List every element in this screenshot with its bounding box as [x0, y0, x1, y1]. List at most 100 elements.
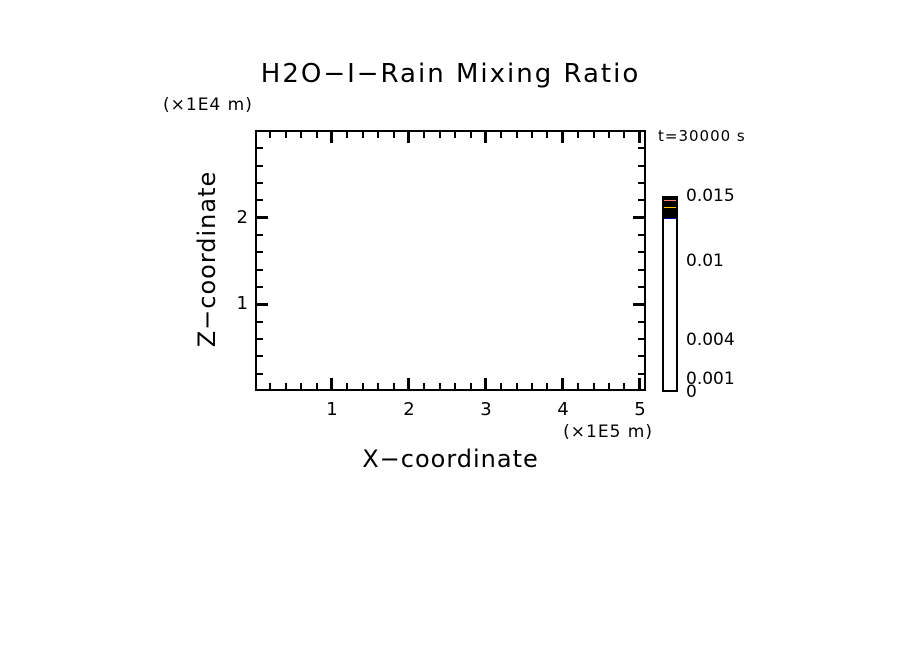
y-minor-tick [638, 286, 644, 288]
x-tick-label: 1 [326, 399, 338, 420]
colorbar-value-label: 0.01 [686, 251, 724, 271]
y-minor-tick [257, 355, 263, 357]
x-minor-tick [285, 132, 287, 138]
x-minor-tick [577, 383, 579, 389]
x-tick-label: 5 [634, 399, 646, 420]
x-major-tick [561, 378, 564, 389]
y-minor-tick [257, 182, 263, 184]
x-minor-tick [531, 383, 533, 389]
x-axis-title: X−coordinate [362, 445, 539, 473]
x-major-tick [561, 132, 564, 143]
y-axis-title: Z−coordinate [193, 170, 221, 348]
x-major-tick [484, 378, 487, 389]
colorbar-segment [664, 209, 676, 212]
y-tick-label: 2 [236, 207, 248, 228]
y-major-tick [633, 303, 644, 306]
colorbar-value-label: 0.004 [686, 330, 735, 350]
x-minor-tick [608, 132, 610, 138]
y-minor-tick [257, 321, 263, 323]
x-minor-tick [346, 132, 348, 138]
x-minor-tick [623, 383, 625, 389]
x-minor-tick [500, 132, 502, 138]
x-minor-tick [362, 383, 364, 389]
x-minor-tick [393, 132, 395, 138]
x-tick-label: 4 [557, 399, 569, 420]
x-major-tick [638, 132, 641, 143]
colorbar-segment [664, 202, 676, 205]
plot-area [255, 130, 646, 391]
x-major-tick [638, 378, 641, 389]
y-major-tick [633, 216, 644, 219]
x-minor-tick [454, 383, 456, 389]
y-minor-tick [638, 165, 644, 167]
x-minor-tick [300, 383, 302, 389]
x-minor-tick [316, 132, 318, 138]
y-minor-tick [257, 147, 263, 149]
y-minor-tick [638, 147, 644, 149]
x-major-tick [330, 378, 333, 389]
x-minor-tick [623, 132, 625, 138]
x-minor-tick [285, 383, 287, 389]
colorbar-value-label: 0.015 [686, 186, 735, 206]
x-minor-tick [608, 383, 610, 389]
x-minor-tick [577, 132, 579, 138]
y-minor-tick [638, 269, 644, 271]
y-minor-tick [257, 373, 263, 375]
x-minor-tick [516, 383, 518, 389]
y-minor-tick [638, 355, 644, 357]
x-minor-tick [362, 132, 364, 138]
x-minor-tick [531, 132, 533, 138]
y-minor-tick [638, 234, 644, 236]
x-major-tick [484, 132, 487, 143]
x-major-tick [407, 378, 410, 389]
x-minor-tick [454, 132, 456, 138]
y-minor-tick [638, 251, 644, 253]
colorbar [662, 196, 678, 392]
x-minor-tick [470, 383, 472, 389]
y-axis-unit-label: (×1E4 m) [163, 95, 253, 115]
colorbar-segment [664, 200, 676, 203]
y-major-tick [257, 303, 268, 306]
colorbar-segment [664, 216, 676, 219]
y-minor-tick [257, 338, 263, 340]
x-minor-tick [439, 132, 441, 138]
y-minor-tick [638, 182, 644, 184]
x-minor-tick [393, 383, 395, 389]
x-minor-tick [500, 383, 502, 389]
y-minor-tick [257, 286, 263, 288]
x-minor-tick [269, 132, 271, 138]
y-tick-label: 1 [236, 293, 248, 314]
colorbar-value-label: 0.001 [686, 369, 735, 389]
x-minor-tick [316, 383, 318, 389]
x-minor-tick [516, 132, 518, 138]
y-minor-tick [257, 269, 263, 271]
x-minor-tick [269, 383, 271, 389]
x-axis-unit-label: (×1E5 m) [563, 422, 653, 442]
x-minor-tick [377, 132, 379, 138]
x-minor-tick [423, 132, 425, 138]
colorbar-segment [664, 204, 676, 208]
x-minor-tick [439, 383, 441, 389]
x-minor-tick [593, 383, 595, 389]
y-minor-tick [638, 373, 644, 375]
colorbar-segment [664, 207, 676, 210]
x-minor-tick [300, 132, 302, 138]
x-minor-tick [593, 132, 595, 138]
x-tick-label: 3 [480, 399, 492, 420]
colorbar-segment [664, 214, 676, 217]
x-minor-tick [346, 383, 348, 389]
chart-title: H2O−I−Rain Mixing Ratio [260, 59, 641, 89]
x-minor-tick [377, 383, 379, 389]
y-minor-tick [257, 234, 263, 236]
x-major-tick [407, 132, 410, 143]
y-minor-tick [257, 165, 263, 167]
x-major-tick [330, 132, 333, 143]
y-major-tick [257, 216, 268, 219]
y-minor-tick [257, 199, 263, 201]
y-minor-tick [638, 338, 644, 340]
x-minor-tick [546, 383, 548, 389]
x-minor-tick [546, 132, 548, 138]
colorbar-segment [664, 211, 676, 215]
x-minor-tick [423, 383, 425, 389]
